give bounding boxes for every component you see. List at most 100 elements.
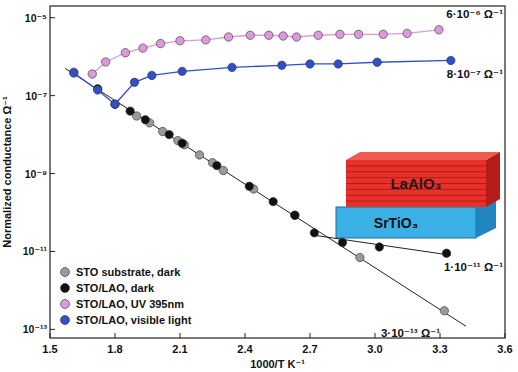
point (93, 86, 101, 94)
y-tick-label: 10⁻¹¹ (23, 245, 48, 257)
film-block (346, 160, 486, 207)
point (176, 37, 184, 45)
inset: LaAlO₃ SrTiO₃ (336, 152, 500, 238)
point (356, 253, 364, 261)
legend-label: STO substrate, dark (76, 266, 181, 278)
x-tick (505, 333, 506, 338)
point (156, 39, 164, 47)
x-tick-label: 3.0 (367, 343, 382, 355)
point (334, 60, 342, 68)
point (121, 49, 129, 57)
point (373, 58, 381, 66)
series-line (74, 60, 451, 104)
film-layer (346, 171, 486, 172)
fit-line (314, 235, 451, 255)
legend-label: STO/LAO, visible light (76, 314, 192, 326)
point (178, 67, 186, 75)
chart: 1.51.82.12.42.73.03.33.610⁻¹³10⁻¹¹10⁻⁹10… (0, 0, 518, 372)
point (336, 30, 344, 38)
y-tick (50, 17, 55, 18)
point (246, 31, 254, 39)
annotation: 3·10⁻¹³ Ω⁻¹ (381, 327, 440, 339)
point (269, 197, 277, 205)
point (314, 31, 322, 39)
point (279, 32, 287, 40)
legend-marker (61, 268, 70, 277)
point (130, 78, 138, 86)
point (278, 61, 286, 69)
point (195, 151, 203, 159)
point (202, 36, 210, 44)
point (306, 60, 314, 68)
legend-marker (61, 284, 70, 293)
point (178, 139, 186, 147)
point (111, 100, 119, 108)
y-tick-label: 10⁻⁷ (25, 90, 47, 102)
x-tick (180, 333, 181, 338)
x-tick-label: 2.1 (172, 343, 187, 355)
point (447, 56, 455, 64)
y-axis-title: Normalized conductance Ω⁻¹ (1, 96, 13, 248)
series-line (92, 30, 439, 74)
point (70, 68, 78, 76)
annotation: 1·10⁻¹¹ Ω⁻¹ (444, 261, 503, 273)
inset-top-label: LaAlO₃ (390, 175, 441, 192)
x-tick-label: 1.8 (107, 343, 122, 355)
point (126, 107, 134, 115)
film-layer (346, 165, 486, 166)
y-tick-label: 10⁻⁹ (25, 168, 47, 180)
point (141, 116, 149, 124)
point (224, 33, 232, 41)
film-side (486, 152, 500, 207)
legend-marker (61, 316, 70, 325)
x-tick-label: 3.3 (432, 343, 447, 355)
film-top (346, 152, 500, 160)
plot-frame (50, 6, 505, 338)
x-tick-label: 1.5 (42, 343, 57, 355)
fit-line (65, 68, 466, 326)
point (165, 130, 173, 138)
legend-label: STO/LAO, dark (76, 282, 155, 294)
point (435, 26, 443, 34)
point (213, 161, 221, 169)
annotation: 8·10⁻⁷ Ω⁻¹ (447, 68, 503, 80)
inset-bottom-label: SrTiO₃ (374, 215, 418, 231)
point (291, 211, 299, 219)
point (292, 33, 300, 41)
point (354, 30, 362, 38)
legend: STO substrate, dark STO/LAO, dark STO/LAO,… (61, 266, 192, 326)
legend-label: STO/LAO, UV 395nm (76, 298, 184, 310)
x-tick (115, 333, 116, 338)
point (310, 229, 318, 237)
film-layer (346, 195, 486, 196)
point (148, 71, 156, 79)
x-tick-label: 3.6 (497, 343, 512, 355)
substrate-block (336, 207, 476, 238)
point (111, 100, 119, 108)
y-tick (50, 173, 55, 174)
x-axis-title: 1000/T K⁻¹ (250, 358, 305, 370)
point (265, 31, 273, 39)
point (442, 249, 450, 257)
film-layer (346, 201, 486, 202)
point (139, 44, 147, 52)
x-tick (310, 333, 311, 338)
legend-marker (61, 300, 70, 309)
y-tick (50, 251, 55, 252)
x-tick (50, 333, 51, 338)
point (88, 70, 96, 78)
point (379, 30, 387, 38)
point (440, 307, 448, 315)
point (101, 58, 109, 66)
point (70, 69, 78, 77)
point (403, 29, 411, 37)
annotation: 6·10⁻⁶ Ω⁻¹ (446, 8, 503, 20)
point (291, 211, 299, 219)
x-tick (245, 333, 246, 338)
marks (65, 26, 466, 327)
y-tick-label: 10⁻⁵ (25, 12, 47, 24)
point (245, 182, 253, 190)
y-tick-label: 10⁻¹³ (23, 323, 48, 335)
y-tick (50, 95, 55, 96)
x-tick-label: 2.4 (237, 343, 253, 355)
